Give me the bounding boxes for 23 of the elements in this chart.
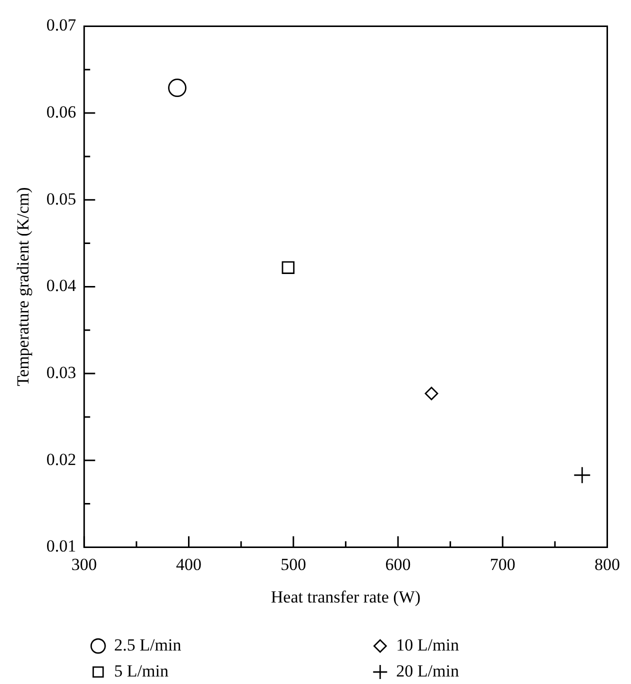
y-tick-label: 0.04 [46,276,77,296]
y-tick-label: 0.07 [46,16,77,35]
x-tick-label: 800 [594,554,620,574]
x-tick-label: 600 [385,554,411,574]
x-tick-label: 700 [490,554,516,574]
y-axis-title: Temperature gradient (K/cm) [14,187,33,386]
point [424,386,438,400]
legend-label: 20 L/min [396,661,460,680]
legend-label: 2.5 L/min [114,635,182,654]
legend-label: 5 L/min [114,661,169,680]
legend-label: 10 L/min [396,635,460,654]
y-tick-label: 0.02 [46,450,76,469]
x-tick-label: 300 [71,554,97,574]
point [168,78,186,98]
x-tick-label: 400 [176,554,202,574]
y-tick-label: 0.05 [46,189,76,208]
x-axis-title: Heat transfer rate (W) [270,587,421,606]
point [573,466,591,484]
y-tick-label: 0.03 [46,363,76,382]
y-tick-label: 0.06 [46,102,76,122]
y-tick-label: 0.01 [46,536,76,556]
point [282,261,295,274]
x-tick-label: 500 [280,554,306,574]
